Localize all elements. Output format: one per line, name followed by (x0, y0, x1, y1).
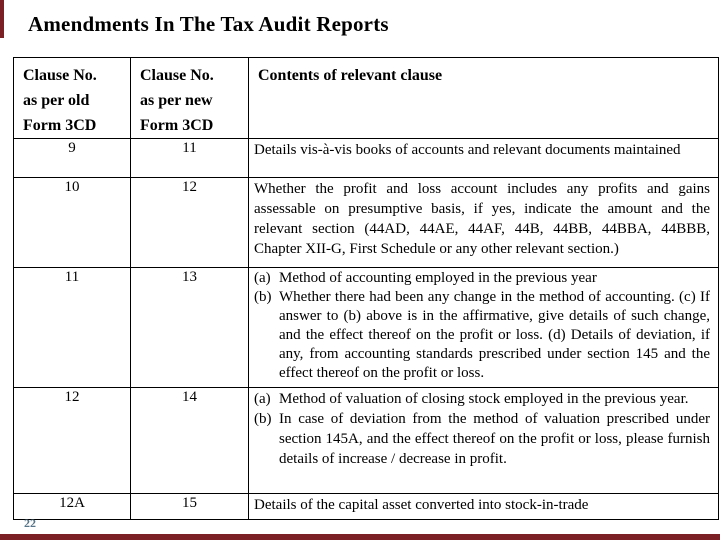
clause-content: (a) Method of accounting employed in the… (250, 269, 718, 384)
list-item-text: In case of deviation from the method of … (279, 411, 710, 467)
header-new-clause-line2: as per new (140, 92, 213, 109)
header-contents: Contents of relevant clause (248, 57, 719, 139)
old-clause-cell: 9 (13, 138, 131, 178)
clause-content: Whether the profit and loss account incl… (254, 181, 710, 257)
table-row: 12A 15 Details of the capital asset conv… (13, 493, 719, 520)
new-clause-cell: 14 (130, 387, 249, 494)
clause-content: Details vis-à-vis books of accounts and … (254, 142, 681, 158)
header-new-clause-line3: Form 3CD (140, 117, 214, 134)
slide-bottom-accent-bar (0, 534, 720, 540)
list-item: (b) In case of deviation from the method… (254, 409, 710, 469)
header-old-clause: Clause No. as per old Form 3CD (13, 57, 131, 139)
header-old-clause-line2: as per old (23, 92, 90, 109)
slide-left-accent-bar (0, 0, 4, 38)
table-row: 9 11 Details vis-à-vis books of accounts… (13, 138, 719, 178)
table-row: 11 13 (a) Method of accounting employed … (13, 267, 719, 388)
header-old-clause-line1: Clause No. (23, 67, 97, 84)
new-clause-cell: 13 (130, 267, 249, 388)
list-item-text: Method of valuation of closing stock emp… (279, 391, 689, 407)
list-item-text: Whether there had been any change in the… (279, 289, 710, 381)
slide-title: Amendments In The Tax Audit Reports (28, 12, 389, 36)
list-item-text: Method of accounting employed in the pre… (279, 270, 597, 286)
header-old-clause-line3: Form 3CD (23, 117, 97, 134)
table-row: 10 12 Whether the profit and loss accoun… (13, 177, 719, 268)
new-clause-cell: 15 (130, 493, 249, 520)
list-item: (b) Whether there had been any change in… (254, 288, 710, 383)
table-header-row: Clause No. as per old Form 3CD Clause No… (13, 57, 719, 139)
header-new-clause: Clause No. as per new Form 3CD (130, 57, 249, 139)
list-item-marker: (b) (254, 411, 272, 427)
header-contents-line1: Contents of relevant clause (258, 67, 443, 84)
list-item: (a) Method of valuation of closing stock… (254, 389, 710, 409)
clause-content: (a) Method of valuation of closing stock… (250, 389, 718, 470)
list-item-marker: (b) (254, 289, 272, 305)
new-clause-cell: 11 (130, 138, 249, 178)
old-clause-cell: 11 (13, 267, 131, 388)
new-clause-cell: 12 (130, 177, 249, 268)
header-new-clause-line1: Clause No. (140, 67, 214, 84)
slide-page-number: 22 (24, 516, 36, 530)
amendments-table: Clause No. as per old Form 3CD Clause No… (13, 57, 719, 520)
list-item: (a) Method of accounting employed in the… (254, 269, 710, 288)
old-clause-cell: 12 (13, 387, 131, 494)
table-row: 12 14 (a) Method of valuation of closing… (13, 387, 719, 494)
list-item-marker: (a) (254, 391, 271, 407)
clause-content: Details of the capital asset converted i… (254, 497, 589, 513)
list-item-marker: (a) (254, 270, 271, 286)
old-clause-cell: 10 (13, 177, 131, 268)
old-clause-cell: 12A (13, 493, 131, 520)
